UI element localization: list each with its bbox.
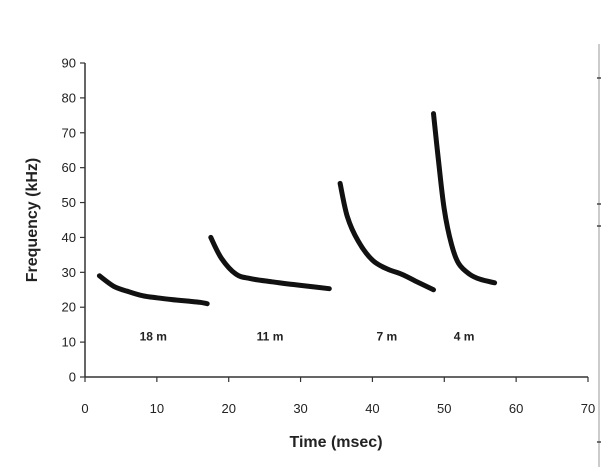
x-tick-label: 50 (437, 401, 451, 416)
y-tick-label: 50 (62, 195, 76, 210)
x-tick-label: 70 (581, 401, 595, 416)
series-line-7-m (337, 180, 436, 293)
y-tick-label: 80 (62, 90, 76, 105)
series-line-4-m (431, 111, 498, 286)
x-tick-label: 40 (365, 401, 379, 416)
y-tick-label: 40 (62, 230, 76, 245)
segment-label: 7 m (376, 329, 397, 343)
segment-label: 18 m (140, 329, 167, 343)
x-tick-label: 10 (150, 401, 164, 416)
series-layer (96, 111, 498, 307)
y-tick-label: 20 (62, 300, 76, 315)
axes: 0 10 20 30 40 50 60 70 80 90 0 10 20 30 40 50 60 70 (62, 56, 596, 417)
segment-label: 4 m (454, 329, 475, 343)
x-tick-label: 60 (509, 401, 523, 416)
segment-label: 11 m (257, 329, 284, 343)
x-axis-title: Time (msec) (289, 434, 382, 451)
series-line-18-m (96, 273, 210, 307)
series-line-11-m (208, 234, 332, 292)
y-tick-label: 10 (62, 335, 76, 350)
x-tick-label: 0 (81, 401, 88, 416)
y-tick-label: 30 (62, 265, 76, 280)
y-tick-label: 0 (69, 370, 76, 385)
y-tick-label: 60 (62, 160, 76, 175)
x-tick-label: 20 (221, 401, 235, 416)
y-tick-label: 90 (62, 56, 76, 71)
y-axis-title: Frequency (kHz) (24, 158, 41, 282)
segment-labels: 18 m 11 m 7 m 4 m (140, 329, 475, 343)
x-tick-label: 30 (293, 401, 307, 416)
y-tick-label: 70 (62, 125, 76, 140)
